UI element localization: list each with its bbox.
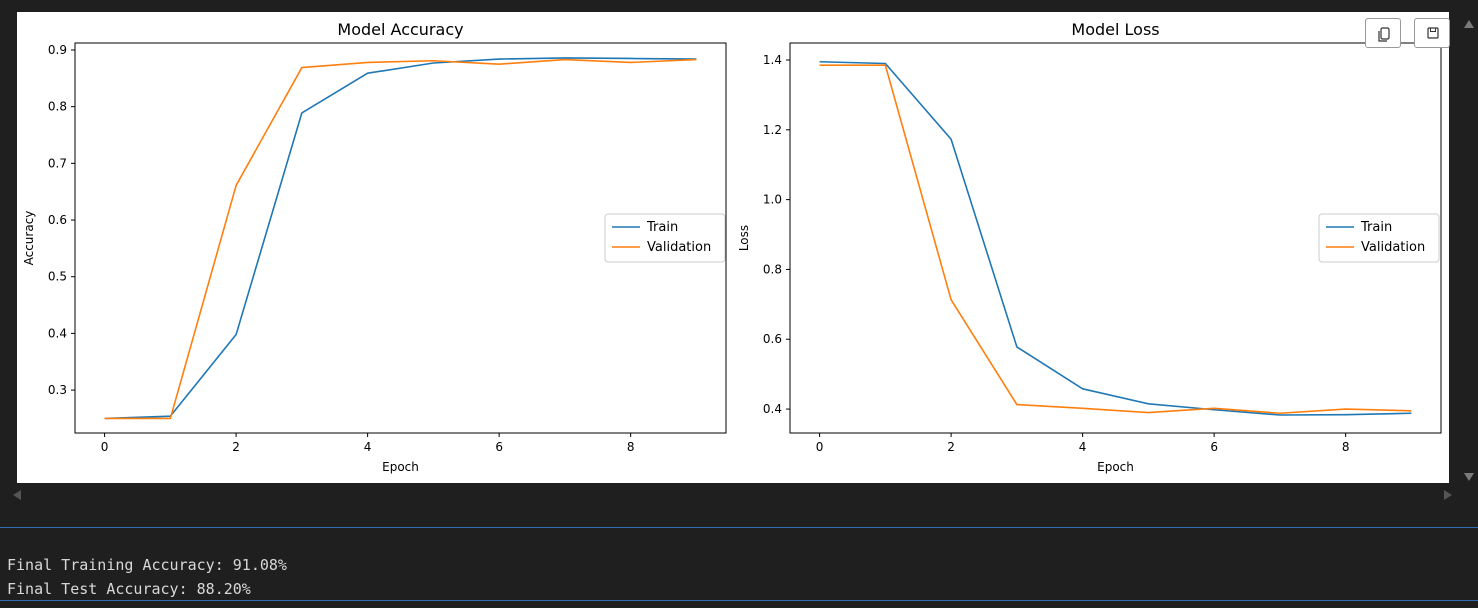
y-tick-label: 0.9 [48, 43, 67, 57]
y-tick-label: 0.4 [763, 402, 782, 416]
series-line-train [104, 57, 697, 420]
scroll-right-arrow-icon[interactable] [1444, 490, 1452, 500]
legend-label-train: Train [646, 220, 678, 235]
plot-frame [789, 42, 1442, 434]
output-bottom-divider [0, 600, 1478, 601]
output-line-training-accuracy: Final Training Accuracy: 91.08% [7, 556, 287, 574]
series-line-validation [819, 64, 1412, 415]
x-tick-label: 8 [627, 440, 635, 454]
y-tick-label: 0.6 [763, 332, 782, 346]
y-tick-label: 1.0 [763, 193, 782, 207]
y-tick-label: 0.7 [48, 156, 67, 170]
y-tick-label: 0.4 [48, 326, 67, 340]
plot-frame [74, 42, 727, 434]
chart-0: Model Accuracy 0 2 4 6 8 0.3 0.4 0.5 0.6 0.7 0.8 0.9… [22, 20, 727, 474]
legend-box [1318, 213, 1440, 263]
legend-label-validation: Validation [647, 240, 711, 255]
series-line-train [819, 60, 1412, 416]
vertical-scrollbar[interactable] [1460, 12, 1478, 483]
save-icon [1427, 27, 1439, 39]
legend-box [604, 213, 726, 263]
y-tick-label: 0.8 [763, 262, 782, 276]
save-button[interactable] [1414, 18, 1450, 48]
y-tick-label: 0.3 [48, 383, 67, 397]
legend-label-validation: Validation [1361, 240, 1425, 255]
scroll-up-arrow-icon[interactable] [1464, 20, 1474, 28]
x-tick-label: 6 [495, 440, 503, 454]
copy-button[interactable] [1365, 18, 1401, 48]
x-axis-label: Epoch [1097, 460, 1134, 474]
y-axis-label: Loss [737, 225, 751, 251]
x-tick-label: 6 [1210, 440, 1218, 454]
output-line-test-accuracy: Final Test Accuracy: 88.20% [7, 580, 251, 598]
y-tick-label: 0.6 [48, 213, 67, 227]
y-tick-label: 0.8 [48, 100, 67, 114]
copy-icon [1378, 27, 1390, 42]
x-tick-label: 4 [1079, 440, 1087, 454]
y-tick-label: 1.2 [763, 123, 782, 137]
cell-output: Final Training Accuracy: 91.08% Final Tes… [7, 553, 287, 601]
chart-title: Model Loss [1071, 20, 1159, 39]
x-tick-label: 0 [816, 440, 824, 454]
chart-svg: Model Accuracy 0 2 4 6 8 0.3 0.4 0.5 0.6 0.7 0.8 0.9… [22, 20, 1442, 474]
legend-label-train: Train [1360, 220, 1392, 235]
chart-title: Model Accuracy [337, 20, 463, 39]
scroll-left-arrow-icon[interactable] [13, 490, 21, 500]
x-tick-label: 0 [101, 440, 109, 454]
y-tick-label: 1.4 [763, 53, 782, 67]
x-tick-label: 4 [364, 440, 372, 454]
y-axis-label: Accuracy [22, 211, 36, 266]
x-axis-label: Epoch [382, 460, 419, 474]
scroll-down-arrow-icon[interactable] [1464, 473, 1474, 481]
y-tick-label: 0.5 [48, 270, 67, 284]
figure: Model Accuracy 0 2 4 6 8 0.3 0.4 0.5 0.6 0.7 0.8 0.9… [17, 12, 1449, 483]
x-tick-label: 8 [1342, 440, 1350, 454]
series-line-validation [104, 58, 697, 420]
x-tick-label: 2 [232, 440, 240, 454]
output-top-divider [0, 527, 1478, 528]
chart-1: Model Loss 0 2 4 6 8 0.4 0.6 0.8 1.0 1.2 1.4 Epoch Lo… [737, 20, 1442, 474]
x-tick-label: 2 [947, 440, 955, 454]
